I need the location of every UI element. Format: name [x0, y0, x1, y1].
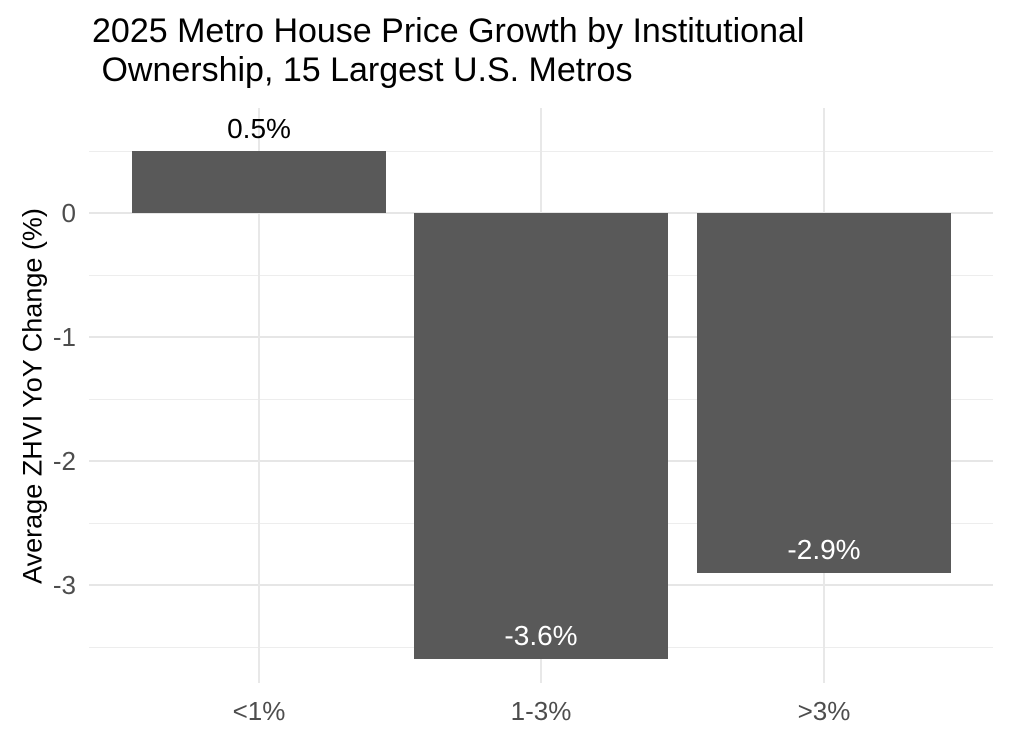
bar->3% — [697, 213, 951, 573]
x-tick-label: >3% — [797, 696, 851, 726]
bar-1-3% — [414, 213, 668, 659]
chart-title-line-1: 2025 Metro House Price Growth by Institu… — [92, 12, 805, 50]
x-tick-label: <1% — [232, 696, 286, 726]
bar-<1% — [132, 151, 386, 213]
y-axis-title: Average ZHVI YoY Change (%) — [17, 208, 48, 584]
bar-value-label: -2.9% — [787, 534, 861, 565]
y-tick-label: -2 — [52, 446, 76, 476]
y-tick-label: -3 — [52, 570, 76, 600]
bar-value-label: -3.6% — [504, 620, 578, 651]
y-tick-label: 0 — [61, 198, 76, 228]
y-tick-label: -1 — [52, 322, 76, 352]
gridline-vertical — [258, 108, 260, 683]
x-tick-label: 1-3% — [510, 696, 572, 726]
bar-value-label: 0.5% — [227, 113, 291, 144]
chart-title-line-2: Ownership, 15 Largest U.S. Metros — [92, 51, 633, 89]
chart-title: 2025 Metro House Price Growth by Institu… — [92, 12, 804, 90]
